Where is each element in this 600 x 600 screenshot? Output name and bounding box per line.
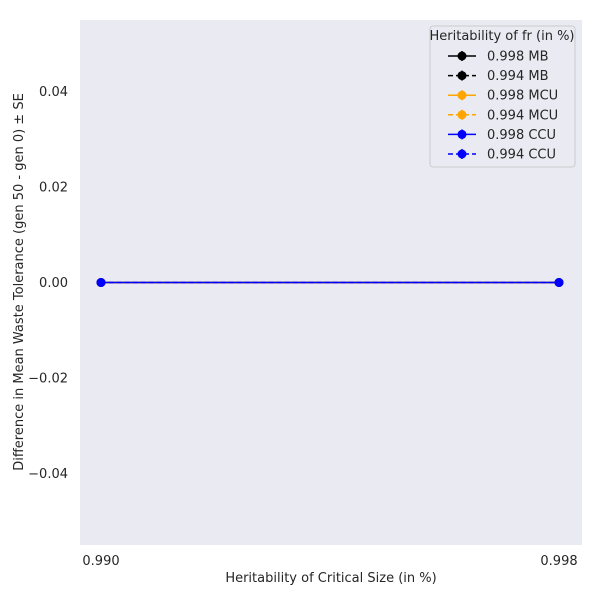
legend: Heritability of fr (in %) 0.998 MB 0.994 …	[429, 25, 576, 168]
legend-label: 0.994 MCU	[487, 108, 558, 123]
y-tick-label: 0.04	[39, 85, 68, 100]
y-tick-label: 0.02	[39, 181, 68, 196]
legend-entry: 0.998 MB	[448, 50, 548, 65]
y-axis-label: Difference in Mean Waste Tolerance (gen …	[12, 93, 27, 471]
legend-label: 0.998 MB	[487, 50, 548, 65]
series-5	[96, 278, 564, 287]
y-tick-label: 0.00	[39, 276, 68, 291]
x-axis-label: Heritability of Critical Size (in %)	[225, 571, 436, 586]
legend-entry: 0.998 MCU	[448, 89, 558, 104]
y-axis-ticks: 0.04 0.02 0.00 −0.02 −0.04	[28, 85, 68, 482]
legend-entry: 0.998 CCU	[448, 128, 556, 143]
legend-items: 0.998 MB 0.994 MB 0.998 MCU 0.994 MCU 0.998 …	[448, 50, 558, 163]
legend-label: 0.998 MCU	[487, 89, 558, 104]
legend-marker	[457, 129, 467, 139]
series-layer	[96, 278, 564, 287]
legend-title: Heritability of fr (in %)	[430, 29, 575, 44]
legend-marker	[457, 71, 467, 81]
legend-box	[429, 25, 576, 168]
legend-marker	[457, 90, 467, 100]
legend-marker	[457, 149, 467, 159]
data-point	[554, 278, 564, 287]
x-tick-label: 0.998	[540, 554, 577, 569]
x-tick-label: 0.990	[82, 554, 119, 569]
y-tick-label: −0.02	[28, 371, 68, 386]
x-axis-ticks: 0.990 0.998	[82, 554, 577, 569]
legend-marker	[457, 110, 467, 120]
legend-marker	[457, 51, 467, 61]
legend-entry: 0.994 MB	[448, 69, 548, 84]
legend-entry: 0.994 CCU	[448, 148, 556, 163]
data-point	[96, 278, 106, 287]
legend-label: 0.998 CCU	[487, 128, 556, 143]
legend-label: 0.994 CCU	[487, 148, 556, 163]
legend-entry: 0.994 MCU	[448, 108, 558, 123]
y-tick-label: −0.04	[28, 467, 68, 482]
legend-label: 0.994 MB	[487, 69, 548, 84]
